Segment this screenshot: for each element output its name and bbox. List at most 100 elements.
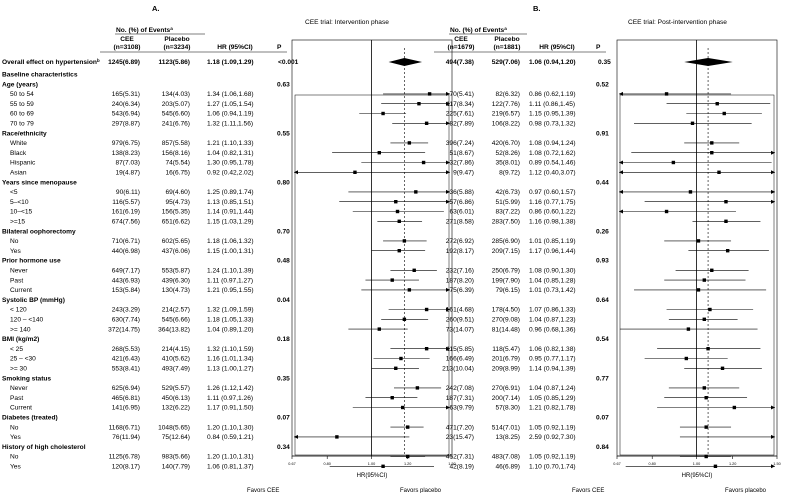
point-estimate [424, 121, 429, 125]
point-estimate [397, 219, 401, 223]
point-estimate [424, 307, 429, 312]
column-header-cee: CEE [120, 36, 134, 43]
x-tick-label: 0.80 [649, 462, 656, 466]
placebo-events-cell: 52(8.26) [495, 150, 520, 157]
subgroup-header: BMI (kg/m2) [2, 336, 39, 343]
hazard-ratio-cell: 1.14 (0.91,1.44) [207, 209, 254, 216]
placebo-events-cell: 156(8.16) [162, 150, 190, 157]
ci-arrow-right [446, 121, 450, 126]
subgroup-header: Smoking status [2, 375, 51, 382]
interaction-p-value: 0.63 [277, 81, 290, 88]
cee-events-cell: 120(8.17) [112, 464, 140, 471]
subgroup-row-label: Asian [10, 170, 27, 177]
interaction-p-value: 0.54 [596, 336, 609, 343]
hazard-ratio-cell: 1.04 (0.85,1.28) [529, 277, 576, 284]
point-estimate [417, 102, 421, 106]
placebo-events-cell: 545(6.66) [162, 317, 190, 324]
hazard-ratio-cell: 1.08 (0.94,1.24) [529, 140, 576, 147]
cee-events-cell: 36(5.88) [449, 189, 474, 196]
placebo-events-cell: 437(6.06) [162, 248, 190, 255]
hazard-ratio-cell: 0.84 (0.59,1.21) [207, 434, 254, 441]
placebo-events-cell: 651(6.62) [162, 219, 190, 226]
point-estimate [708, 307, 712, 312]
cee-events-cell: 75(6.39) [449, 287, 474, 294]
subgroup-row-label: White [10, 140, 27, 147]
cee-events-cell: 63(6.01) [449, 209, 474, 216]
point-estimate [395, 209, 400, 214]
cee-events-cell: 1168(6.71) [109, 424, 140, 431]
placebo-events-cell: 553(5.87) [162, 268, 190, 275]
cee-events-cell: 543(6.94) [112, 111, 140, 118]
cee-events-cell: 396(7.24) [446, 140, 474, 147]
hazard-ratio-cell: 1.16 (1.01,1.34) [207, 356, 254, 363]
x-tick-label: 1.00 [693, 462, 700, 466]
column-header-cee: CEE [454, 36, 468, 43]
favors-cee-label: Favors CEE [247, 488, 279, 493]
plot-frame [616, 39, 778, 457]
point-estimate [696, 288, 701, 292]
panel-label: B. [533, 4, 541, 13]
hazard-ratio-cell: 1.30 (0.95,1.78) [207, 160, 254, 167]
subgroup-header: Bilateral oophorectomy [2, 228, 76, 235]
interaction-p-value: 0.55 [277, 130, 290, 137]
subgroup-header: Age (years) [2, 81, 38, 88]
column-header-cee-n: (n=3108) [114, 44, 141, 51]
hazard-ratio-cell: 1.14 (0.94,1.39) [529, 366, 576, 373]
point-estimate [688, 190, 693, 194]
placebo-events-cell: 122(7.76) [492, 101, 520, 108]
interaction-p-value: 0.80 [277, 179, 290, 186]
x-tick-label: 1.20 [729, 462, 736, 466]
point-estimate [406, 425, 410, 429]
overall-diamond [684, 58, 733, 66]
favors-cee-label: Favors CEE [572, 488, 604, 493]
point-estimate [394, 366, 398, 370]
hazard-ratio-cell: 1.21 (1.10,1.33) [207, 140, 254, 147]
cee-events-cell: 630(7.74) [112, 317, 140, 324]
placebo-events-cell: 364(13.82) [158, 326, 190, 333]
cee-events-cell: 494(7.38) [446, 59, 474, 66]
cee-events-cell: 165(5.31) [112, 91, 140, 98]
point-estimate [724, 200, 728, 204]
placebo-events-cell: 203(5.07) [162, 101, 190, 108]
point-estimate [415, 386, 420, 390]
point-estimate [671, 160, 676, 165]
point-estimate [710, 151, 714, 155]
cee-events-cell: 116(5.57) [112, 199, 140, 206]
placebo-events-cell: 69(4.60) [165, 189, 190, 196]
point-estimate [704, 396, 708, 400]
cee-events-cell: 260(9.51) [446, 317, 474, 324]
placebo-events-cell: 209(8.99) [492, 366, 520, 373]
ci-arrow-right [446, 307, 450, 312]
hazard-ratio-cell: 1.24 (1.10,1.39) [207, 268, 254, 275]
footnote-marker: b [97, 58, 100, 63]
subgroup-header: Diabetes (treated) [2, 415, 58, 422]
subgroup-header: Prior hormone use [2, 258, 61, 265]
placebo-events-cell: 57(8.30) [495, 405, 520, 412]
interaction-p-value: 0.52 [596, 81, 609, 88]
placebo-events-cell: 983(5.66) [162, 454, 190, 461]
ci-arrow-right [446, 199, 450, 204]
placebo-events-cell: 106(8.22) [492, 121, 520, 128]
cee-events-cell: 979(6.75) [112, 140, 140, 147]
x-axis-label: HR(95%CI) [682, 473, 713, 479]
hazard-ratio-cell: 1.04 (0.82,1.31) [207, 150, 254, 157]
point-estimate [690, 121, 695, 125]
placebo-events-cell: 42(6.73) [495, 189, 520, 196]
hazard-ratio-cell: 1.18 (1.09,1.29) [207, 59, 254, 66]
interaction-p-value: 0.64 [596, 297, 609, 304]
hazard-ratio-cell: 1.05 (0.85,1.29) [529, 395, 576, 402]
cee-events-cell: 240(6.34) [112, 101, 140, 108]
placebo-events-cell: 75(12.64) [162, 434, 190, 441]
placebo-events-cell: 35(8.01) [495, 160, 520, 167]
cee-events-cell: 649(7.17) [112, 268, 140, 275]
placebo-events-cell: 250(6.79) [492, 268, 520, 275]
events-header: No. (%) of Eventsa [450, 26, 507, 35]
hazard-ratio-cell: 1.06 (0.94,1.20) [529, 59, 576, 66]
point-estimate [407, 288, 412, 292]
placebo-events-cell: 270(6.91) [492, 385, 520, 392]
hazard-ratio-cell: 1.05 (0.92,1.19) [529, 424, 576, 431]
hazard-ratio-cell: 1.32 (1.10,1.59) [207, 346, 254, 353]
point-estimate [702, 386, 706, 390]
subgroup-block [619, 94, 775, 456]
placebo-events-cell: 51(5.99) [495, 199, 520, 206]
